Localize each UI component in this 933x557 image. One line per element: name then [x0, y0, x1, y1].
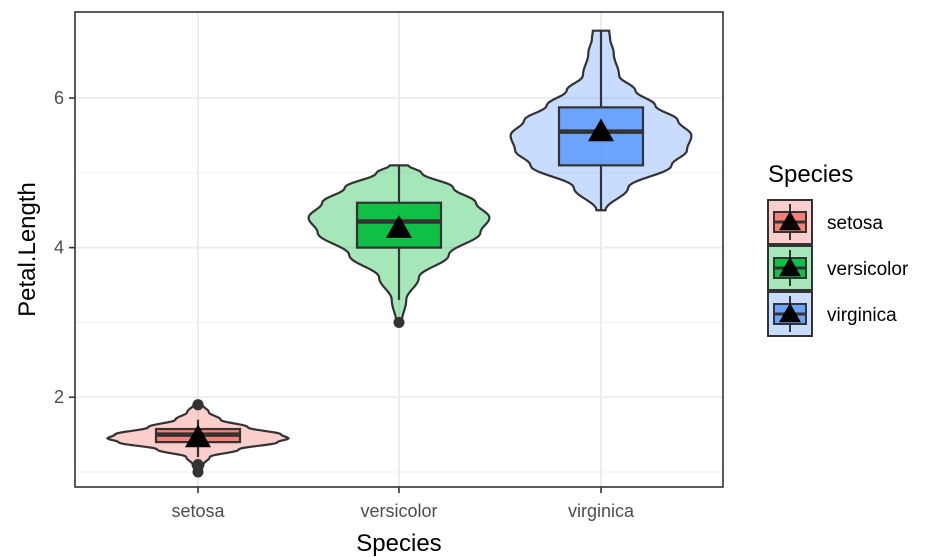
x-tick-label: setosa [171, 501, 225, 521]
mean-marker-virginica [588, 118, 614, 142]
legend-key-mean-marker [779, 257, 801, 277]
outlier-point [192, 459, 204, 471]
legend-title: Species [768, 161, 853, 188]
box-virginica [557, 106, 645, 167]
mean-marker-setosa [185, 424, 211, 448]
legend-key-mean-marker [779, 303, 801, 323]
y-tick-label: 2 [54, 387, 64, 407]
y-tick-label: 4 [54, 238, 64, 258]
y-tick-label: 6 [54, 88, 64, 108]
x-tick-label: virginica [568, 501, 635, 521]
legend: Species setosa versicolor virginica [767, 161, 909, 337]
x-axis-title: Species [356, 530, 441, 557]
outlier-point [192, 399, 204, 411]
legend-label-setosa: setosa [827, 213, 883, 234]
outlier-point [393, 316, 405, 328]
mean-marker-versicolor [386, 215, 412, 238]
legend-key-mean-marker [779, 211, 801, 231]
y-axis-title: Petal.Length [14, 182, 41, 317]
points [185, 118, 614, 478]
legend-label-versicolor: versicolor [827, 259, 909, 280]
axes: 2 4 6 setosa versicolor virginica [54, 88, 635, 521]
legend-label-virginica: virginica [827, 305, 897, 326]
x-tick-label: versicolor [360, 501, 437, 521]
